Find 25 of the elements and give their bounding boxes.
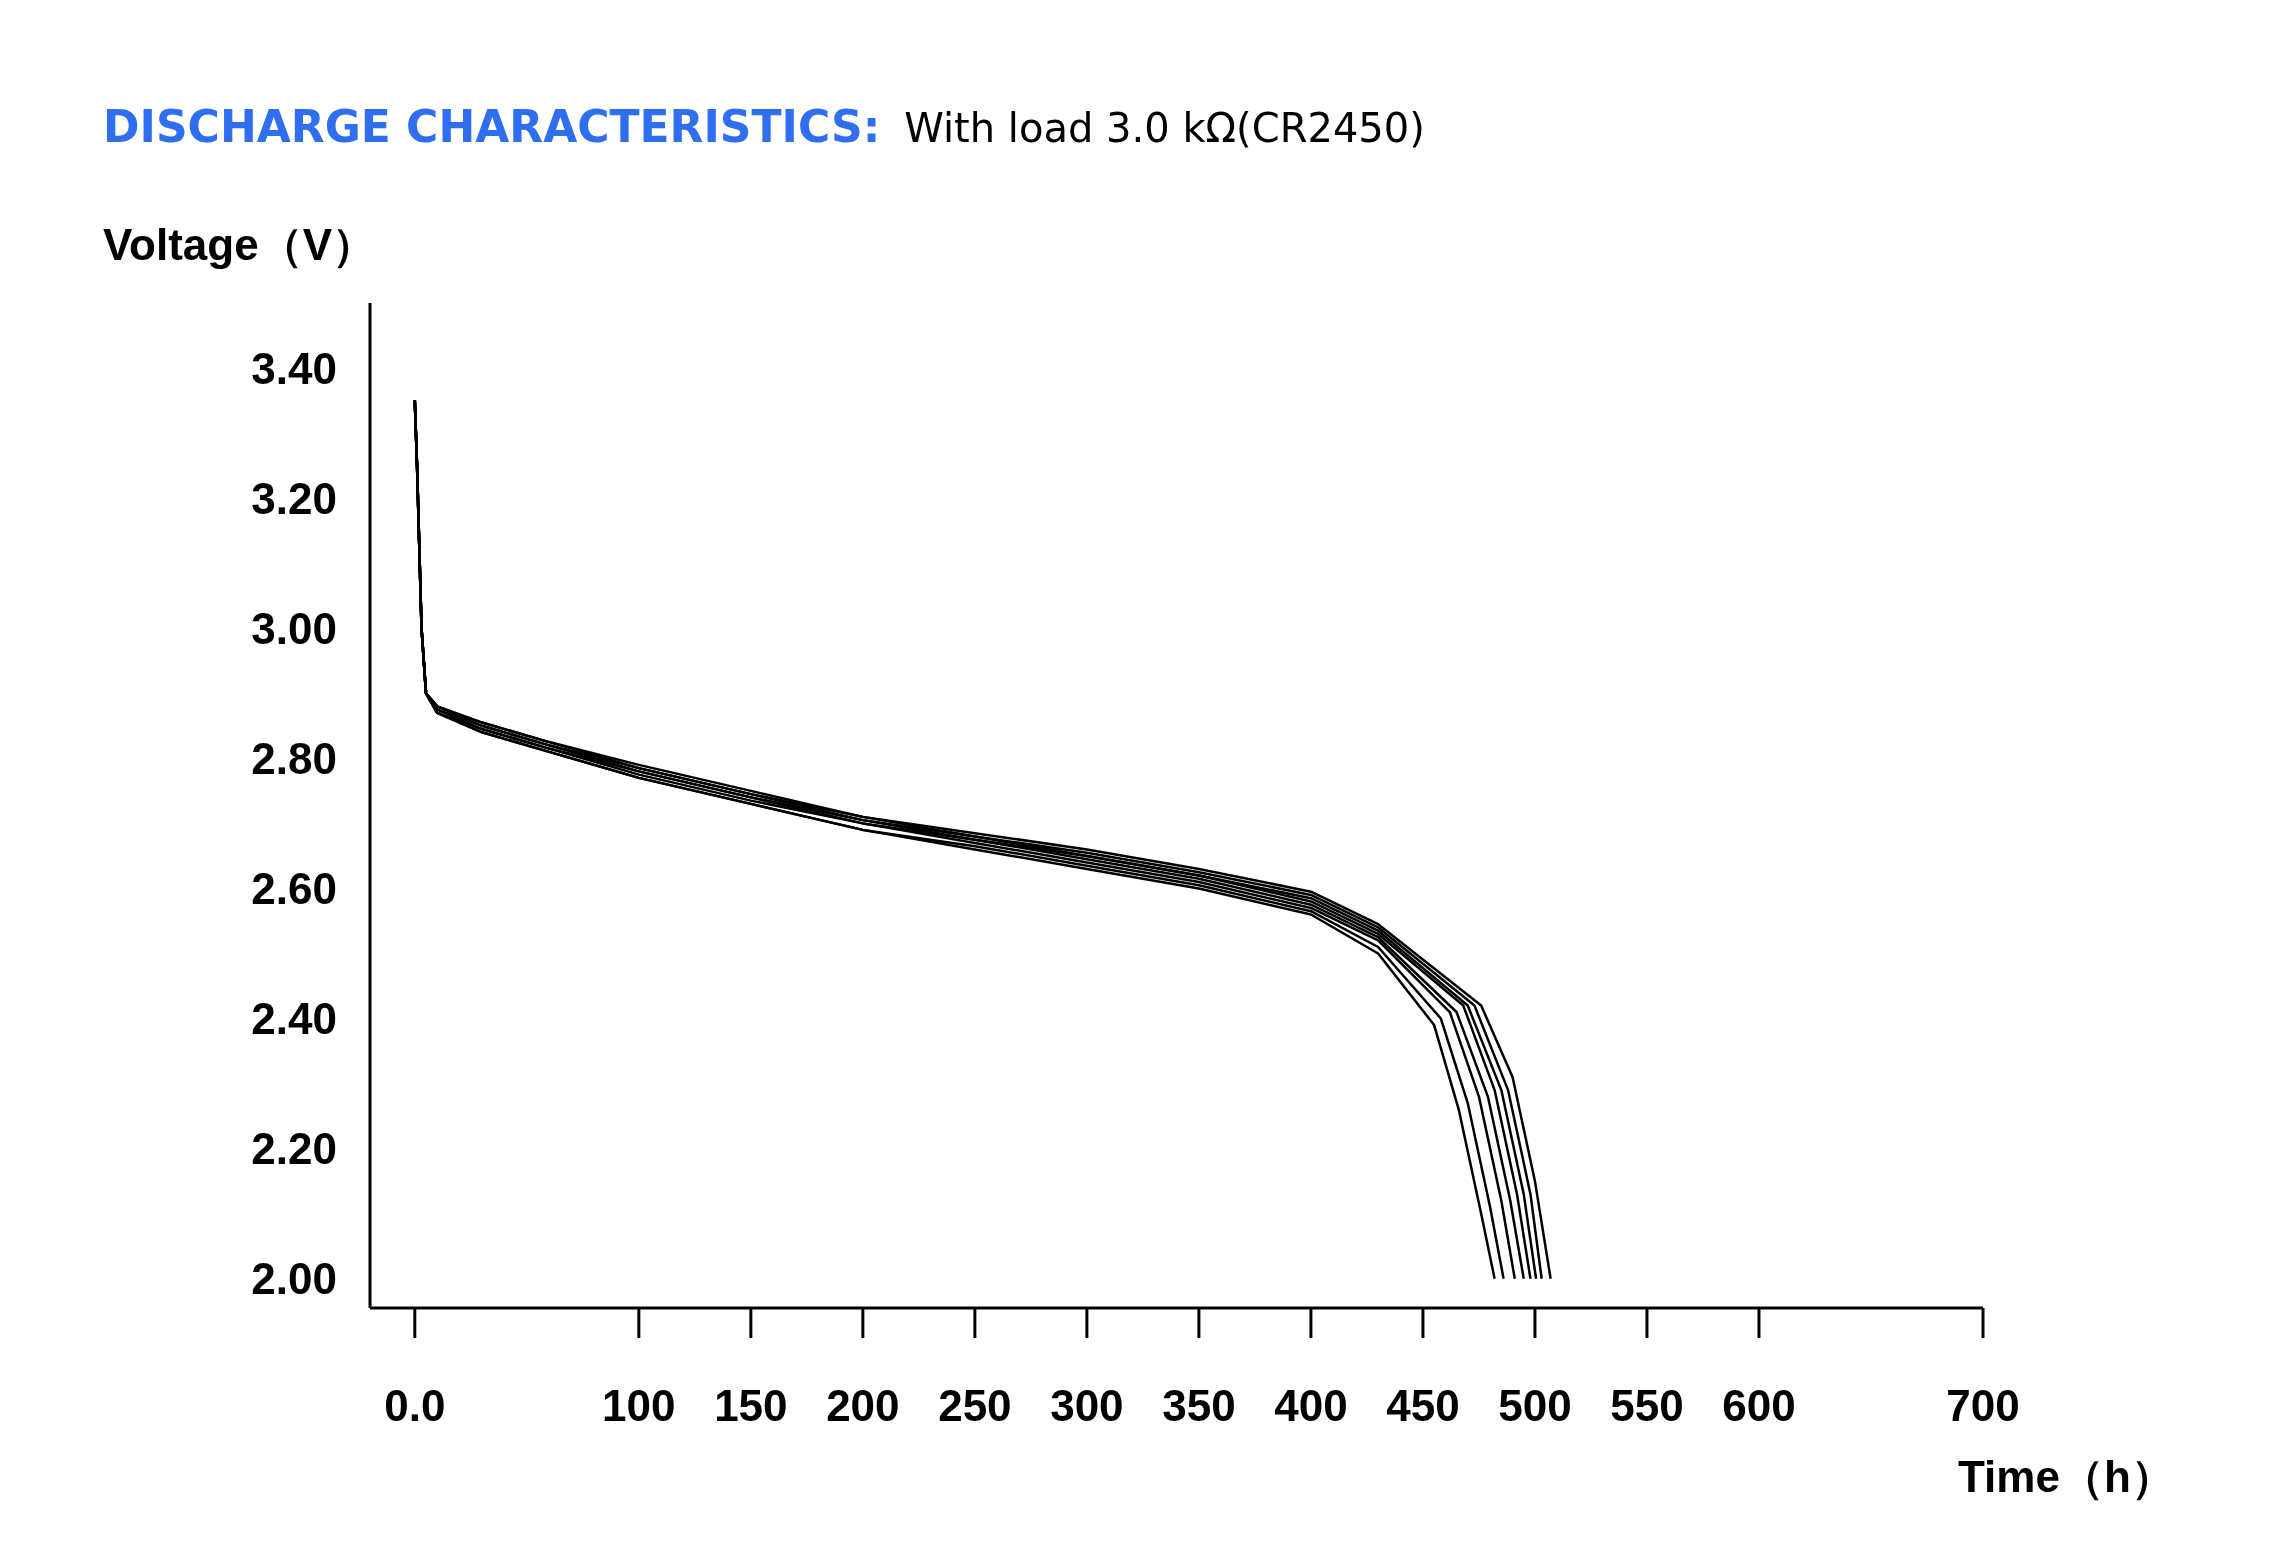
x-tick-label: 600 [1722,1381,1796,1431]
x-tick-label: 0.0 [384,1381,446,1431]
chart-subtitle: With load 3.0 kΩ(CR2450) [904,105,1425,151]
x-tick-label: 500 [1498,1381,1572,1431]
x-axis-title: Time（h） [1958,1451,2175,1503]
x-tick-label: 100 [602,1381,676,1431]
y-axis-title: Voltage（V） [103,219,377,271]
x-tick-label: 450 [1386,1381,1460,1431]
y-tick-label: 2.60 [251,864,337,914]
y-tick-label: 3.20 [251,473,337,523]
y-tick-label: 2.40 [251,994,337,1044]
y-tick-label: 3.40 [251,343,337,393]
x-tick-label: 150 [714,1381,788,1431]
x-tick-label: 200 [826,1381,900,1431]
x-tick-label: 700 [1946,1381,2020,1431]
chart-title: DISCHARGE CHARACTERISTICS: [103,101,881,152]
x-tick-label: 400 [1274,1381,1348,1431]
y-tick-label: 2.00 [251,1254,337,1304]
x-tick-label: 300 [1050,1381,1124,1431]
x-tick-label: 550 [1610,1381,1684,1431]
y-tick-label: 2.20 [251,1124,337,1174]
x-tick-label: 350 [1162,1381,1236,1431]
y-tick-label: 3.00 [251,603,337,653]
y-tick-label: 2.80 [251,733,337,783]
x-tick-label: 250 [938,1381,1012,1431]
